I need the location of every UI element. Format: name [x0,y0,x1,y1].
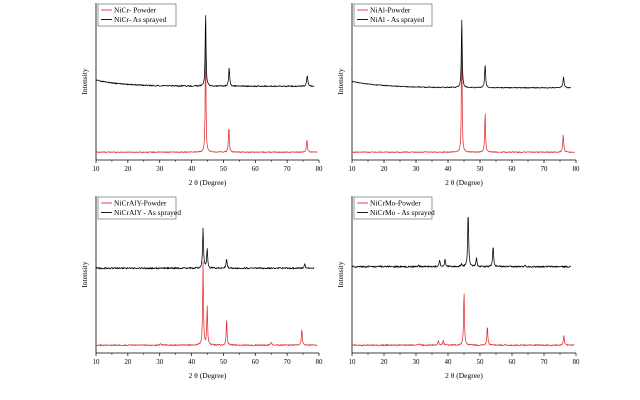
x-tick-label: 60 [509,358,517,366]
x-tick-label: 80 [316,358,324,366]
series-line-0 [95,261,318,347]
y-axis-title: Intensity [80,261,89,287]
x-axis-title: 2 θ (Degree) [445,178,483,187]
x-tick-label: 10 [93,165,101,173]
x-tick-label: 60 [252,358,260,366]
x-axis-title: 2 θ (Degree) [445,371,483,380]
x-axis-title: 2 θ (Degree) [189,178,227,187]
series-line-0 [351,293,575,347]
x-tick-label: 80 [573,165,581,173]
x-tick-label: 80 [573,358,581,366]
legend-box [353,3,433,27]
legend-label: NiCr- As sprayed [114,15,167,24]
series-line-1 [95,227,315,270]
x-tick-label: 30 [156,165,164,173]
series-line-1 [95,15,315,88]
x-tick-label: 50 [220,165,228,173]
legend-label: NiAl-Powder [370,6,411,15]
x-tick-label: 70 [541,358,549,366]
x-tick-label: 10 [349,165,357,173]
x-tick-label: 50 [220,358,228,366]
x-tick-label: 30 [156,358,164,366]
x-tick-label: 50 [477,165,485,173]
x-tick-label: 10 [349,358,357,366]
legend-label: NiAl - As sprayed [370,15,425,24]
chart-panel-top-right: 10 20 30 40 50 60 70 80 2 θ (Degree) Intensity NiA… [336,3,580,187]
x-tick-label: 20 [381,358,389,366]
x-tick-label: 20 [381,165,389,173]
x-tick-label: 40 [188,358,196,366]
x-tick-label: 70 [284,358,292,366]
y-axis-title: Intensity [336,261,345,287]
x-tick-label: 30 [413,358,421,366]
x-axis-title: 2 θ (Degree) [189,371,227,380]
series-line-1 [351,19,572,89]
chart-panel-bottom-left: 10 20 30 40 50 60 70 80 2 θ (Degree) Intensity NiC… [80,196,323,380]
legend-box [97,196,177,220]
x-tick-label: 50 [477,358,485,366]
series-line-0 [95,37,318,153]
x-tick-label: 20 [124,358,132,366]
legend-label: NiCrAlY-Powder [114,199,167,208]
x-tick-label: 80 [316,165,324,173]
legend-label: NiCr- Powder [114,6,157,15]
x-tick-label: 40 [445,358,453,366]
series-line-0 [351,29,575,153]
y-axis-title: Intensity [336,68,345,94]
y-axis-title: Intensity [80,68,89,94]
legend-label: NiCrMo - As sprayed [370,208,435,217]
x-tick-label: 10 [93,358,101,366]
series-line-1 [351,217,572,268]
x-tick-label: 60 [252,165,260,173]
x-tick-label: 20 [124,165,132,173]
x-tick-label: 40 [188,165,196,173]
legend-box [97,3,177,27]
x-tick-label: 70 [541,165,549,173]
legend-label: NiCrMo-Powder [370,199,421,208]
x-tick-label: 70 [284,165,292,173]
chart-panel-bottom-right: 10 20 30 40 50 60 70 80 2 θ (Degree) Intensity NiC… [336,196,580,380]
legend-box [353,196,433,220]
chart-panel-top-left: 10 20 30 40 50 60 70 80 2 θ (Degree) Intensity NiC… [80,3,323,187]
x-tick-label: 60 [509,165,517,173]
legend-label: NiCrAlY - As sprayed [114,208,181,217]
x-tick-label: 40 [445,165,453,173]
x-tick-label: 30 [413,165,421,173]
